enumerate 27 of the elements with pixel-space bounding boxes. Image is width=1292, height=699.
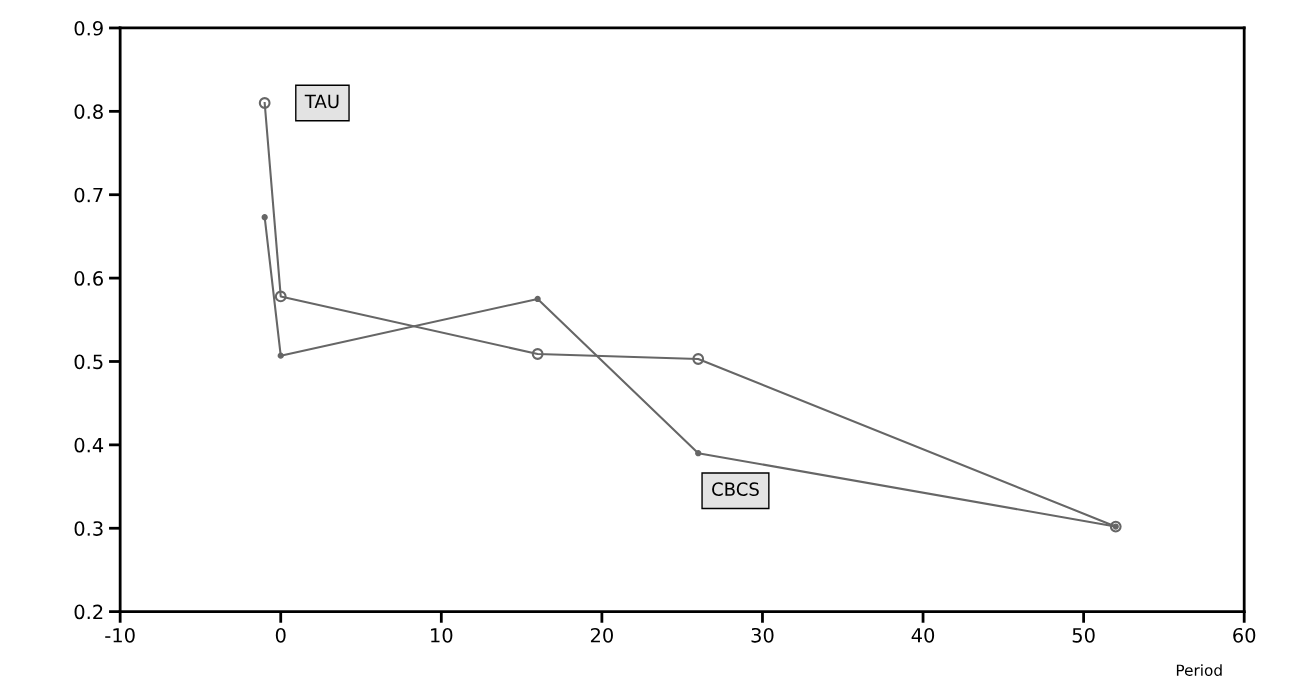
point [274,290,287,303]
x-tick-label: 0 [275,627,286,643]
y-tick-label: 0.6 [74,271,103,286]
y-tick-label: 0.8 [74,104,103,119]
y-tick-label: 0.2 [74,604,103,620]
x-tick-label: 30 [751,627,774,643]
point [277,352,284,359]
point [531,348,544,360]
y-tick-label: 0.3 [74,521,103,536]
y-tick-label: 0.4 [74,437,104,453]
series-label: TAU [304,94,339,109]
x-tick-label: 40 [911,627,935,643]
x-axis-title: Period [1176,664,1222,676]
y-tick-label: 0.5 [74,354,103,370]
x-tick-label: 60 [1233,627,1256,643]
x-tick-label: 50 [1072,627,1095,643]
point [258,97,271,109]
x-tick-label: 20 [590,627,613,643]
x-tick-label: -10 [105,627,135,643]
point [692,353,705,365]
y-tick-label: 0.9 [74,20,103,36]
y-tick-label: 0.7 [74,187,103,203]
point [695,450,702,457]
series-label: CBCS [712,482,759,496]
point [534,295,541,303]
point [261,214,268,221]
x-tick-label: 10 [431,627,453,643]
